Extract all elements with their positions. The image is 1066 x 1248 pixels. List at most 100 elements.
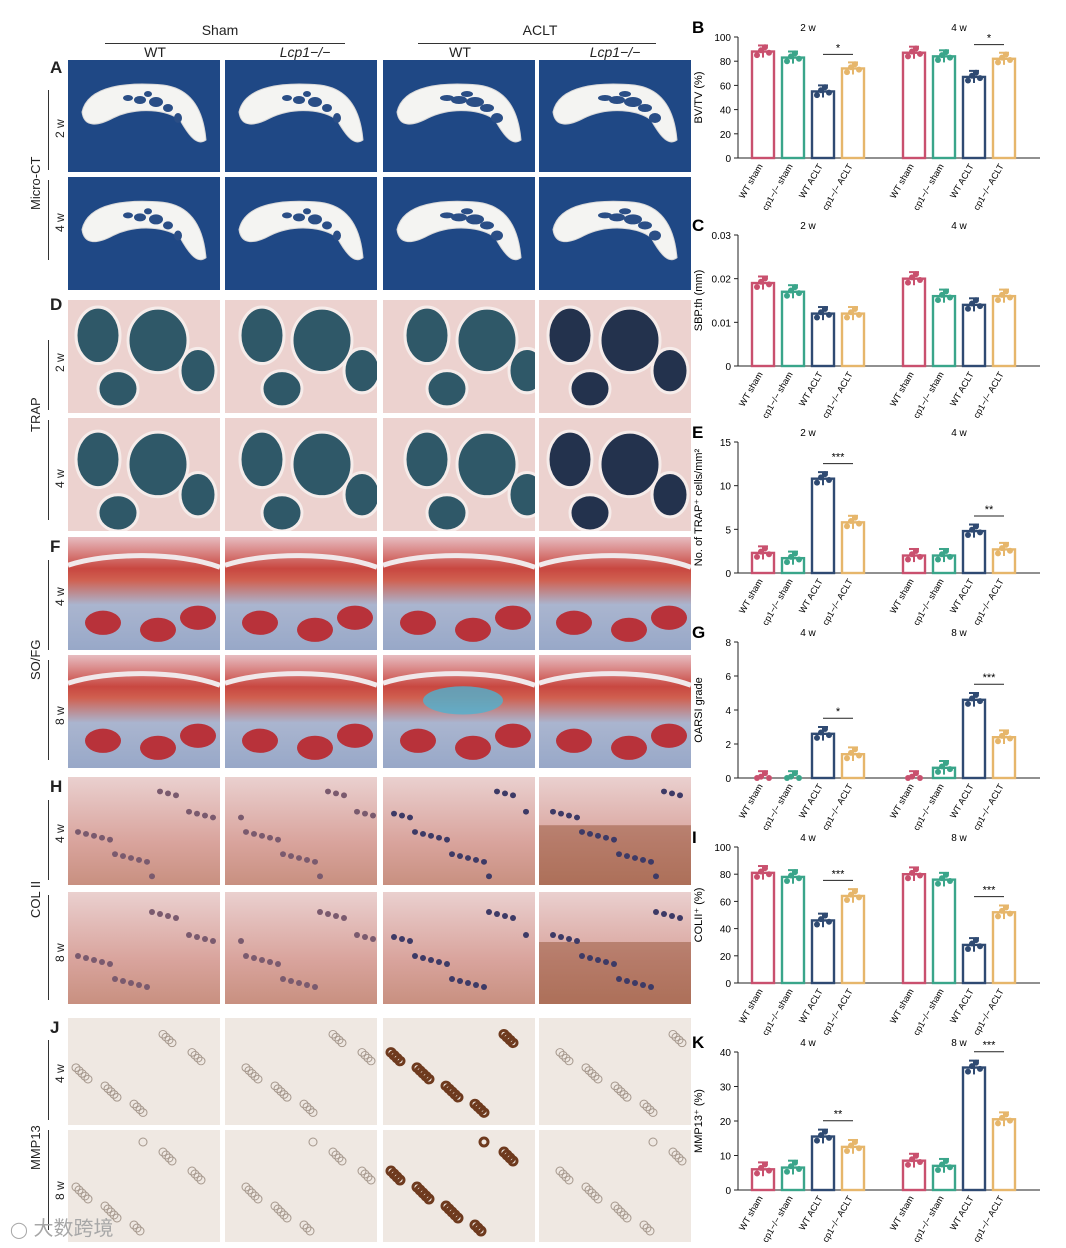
bar-b-g1-b3 <box>810 90 836 160</box>
data-point <box>792 50 798 57</box>
data-point <box>848 518 854 525</box>
data-point <box>784 878 790 884</box>
sofg-image-r1-c2 <box>225 537 377 650</box>
y-axis-label: MMP13⁺ (%) <box>693 1089 705 1153</box>
data-point <box>947 294 953 301</box>
category-label: WT ACLT <box>948 782 976 820</box>
microct-image-r2-c2 <box>225 177 377 290</box>
header-wt-aclt: WT <box>449 44 471 60</box>
data-point <box>844 1148 850 1155</box>
data-point <box>762 275 768 282</box>
group-label: 4 w <box>951 428 967 439</box>
bar-b-g1-b2 <box>780 56 806 160</box>
data-point <box>943 49 949 56</box>
data-point <box>758 1164 764 1171</box>
tp-rule-trap-2 <box>48 420 49 520</box>
data-point <box>852 514 858 521</box>
data-point <box>965 532 971 539</box>
panel-letter-g: G <box>692 623 705 642</box>
group-label: 8 w <box>951 833 967 844</box>
tp-trap-1: 2 w <box>53 353 67 372</box>
tp-rule-mmp13-2 <box>48 1130 49 1230</box>
y-tick-label: 10 <box>720 1152 732 1163</box>
group-label: 4 w <box>800 1038 816 1049</box>
data-point <box>852 1139 858 1146</box>
data-point <box>758 278 764 285</box>
data-point <box>1003 1111 1009 1118</box>
sofg-image-r2-c3 <box>383 655 535 768</box>
y-tick-label: 0 <box>725 979 731 990</box>
tp-col2-2: 8 w <box>53 943 67 962</box>
bar-b-g2-b4 <box>991 57 1017 160</box>
mmp13-image-r2-c1 <box>68 1130 220 1242</box>
bar-c-g2-b3 <box>961 303 987 368</box>
header-sham-rule <box>105 43 345 44</box>
tp-rule-col2-1 <box>48 800 49 880</box>
data-point <box>939 1161 945 1168</box>
data-point <box>822 471 828 478</box>
data-point <box>814 314 820 321</box>
data-point <box>814 479 820 486</box>
data-point <box>995 1120 1001 1127</box>
data-point <box>856 311 862 318</box>
category-label: WT ACLT <box>797 1194 825 1232</box>
bar-b-g1-b4 <box>840 67 866 160</box>
y-tick-label: 100 <box>714 843 731 854</box>
y-tick-label: 15 <box>720 438 732 449</box>
data-point <box>758 773 764 780</box>
col2-image-r2-c1 <box>68 892 220 1004</box>
data-point <box>969 1063 975 1070</box>
trap-image-r1-c2 <box>225 300 377 413</box>
data-point <box>788 773 794 780</box>
data-point <box>784 559 790 566</box>
data-point <box>792 550 798 557</box>
header-aclt: ACLT <box>522 22 558 38</box>
data-point <box>977 943 983 950</box>
data-point <box>1007 547 1013 554</box>
sofg-image-r2-c2 <box>225 655 377 768</box>
data-point <box>977 303 983 310</box>
data-point <box>917 553 923 560</box>
col2-image-r1-c1 <box>68 777 220 885</box>
y-tick-label: 30 <box>720 1083 732 1094</box>
data-point <box>973 1059 979 1066</box>
data-point <box>939 551 945 558</box>
category-label: WT sham <box>888 782 916 820</box>
data-point <box>977 1065 983 1072</box>
data-point <box>848 749 854 756</box>
data-point <box>943 288 949 295</box>
data-point <box>913 770 919 777</box>
data-point <box>844 69 850 76</box>
data-point <box>939 763 945 770</box>
trap-image-r2-c4 <box>539 418 691 531</box>
significance-label: * <box>987 33 992 45</box>
data-point <box>766 871 772 878</box>
data-point <box>848 309 854 316</box>
data-point <box>826 89 832 96</box>
tp-trap-2: 4 w <box>53 469 67 488</box>
data-point <box>947 553 953 560</box>
microct-image-r2-c4 <box>539 177 691 290</box>
data-point <box>792 770 798 777</box>
bar-g-g2-b3 <box>961 698 987 780</box>
data-point <box>1003 288 1009 295</box>
wechat-icon: ◯ <box>10 1222 28 1239</box>
data-point <box>905 279 911 286</box>
y-tick-label: 20 <box>720 130 732 141</box>
category-label: WT ACLT <box>948 1194 976 1232</box>
trap-image-r2-c2 <box>225 418 377 531</box>
header-wt-sham: WT <box>144 44 166 60</box>
mmp13-image-r1-c2 <box>225 1018 377 1125</box>
y-tick-label: 0 <box>725 1186 731 1197</box>
data-point <box>977 698 983 705</box>
data-point <box>796 775 802 781</box>
tp-mmp13-2: 8 w <box>53 1181 67 1200</box>
sofg-image-r1-c3 <box>383 537 535 650</box>
data-point <box>826 476 832 483</box>
bar-c-g1-b1 <box>750 281 776 368</box>
data-point <box>995 550 1001 557</box>
data-point <box>818 1132 824 1139</box>
tp-rule-col2-2 <box>48 895 49 1000</box>
